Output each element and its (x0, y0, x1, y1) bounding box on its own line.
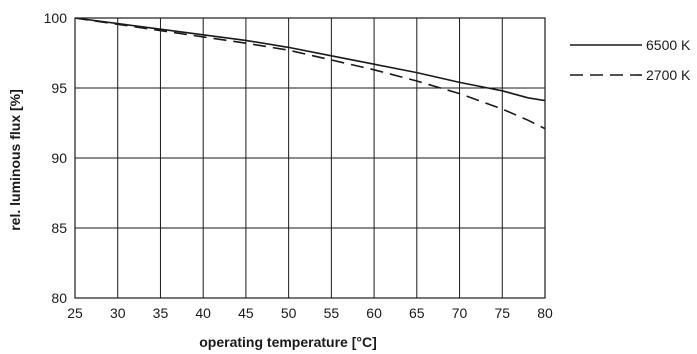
x-axis-ticks: 25 30 35 40 45 50 55 60 65 70 75 80 (67, 305, 553, 321)
chart-grid (74, 17, 546, 299)
legend-label: 2700 K (646, 67, 691, 83)
y-tick-label: 90 (51, 150, 67, 166)
x-tick-label: 30 (110, 305, 126, 321)
x-tick-label: 80 (537, 305, 553, 321)
chart-legend: 6500 K 2700 K (570, 37, 691, 83)
chart-series (75, 18, 545, 130)
y-tick-label: 85 (51, 220, 67, 236)
y-tick-label: 100 (44, 10, 68, 26)
series-line-2700k (75, 18, 545, 130)
x-tick-label: 70 (452, 305, 468, 321)
x-tick-label: 35 (153, 305, 169, 321)
x-tick-label: 45 (238, 305, 254, 321)
plot-frame (74, 17, 546, 299)
x-tick-label: 55 (324, 305, 340, 321)
plot-border (74, 17, 546, 299)
y-tick-label: 80 (51, 290, 67, 306)
x-tick-label: 25 (67, 305, 83, 321)
y-axis-ticks: 80 85 90 95 100 (44, 10, 68, 306)
x-tick-label: 75 (494, 305, 510, 321)
y-axis-title: rel. luminous flux [%] (7, 89, 23, 231)
x-tick-label: 60 (366, 305, 382, 321)
legend-label: 6500 K (646, 37, 691, 53)
y-tick-label: 95 (51, 80, 67, 96)
x-axis-title: operating temperature [°C] (199, 334, 377, 350)
x-tick-label: 65 (409, 305, 425, 321)
series-line-6500k (75, 18, 545, 102)
x-tick-label: 50 (281, 305, 297, 321)
x-tick-label: 40 (195, 305, 211, 321)
